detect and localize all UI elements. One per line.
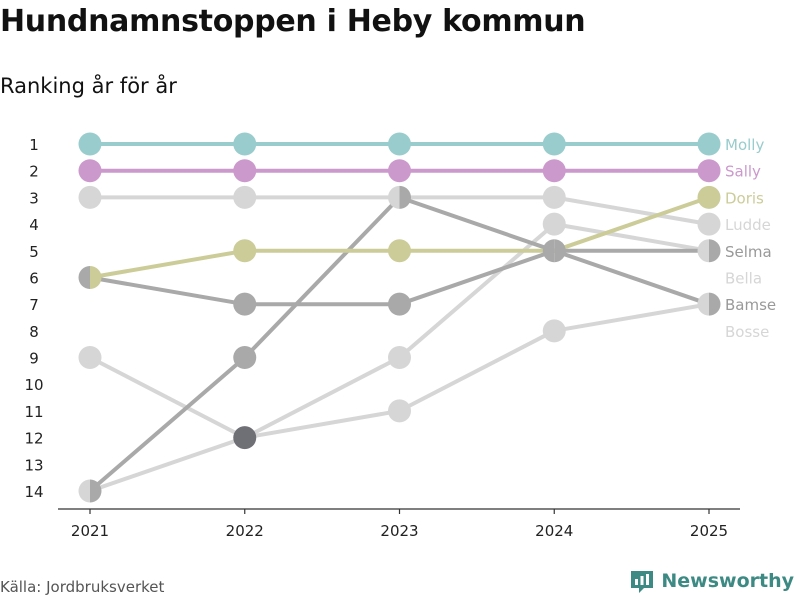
point-bosse	[542, 319, 566, 343]
x-tick-label: 2022	[226, 522, 264, 540]
point-molly	[233, 132, 257, 156]
y-tick-label: 14	[24, 483, 43, 501]
chart-title: Hundnamnstoppen i Heby kommun	[0, 4, 586, 39]
series-line-bosse	[88, 302, 711, 493]
y-tick-label: 2	[29, 163, 39, 181]
series-label-sally: Sally	[725, 163, 761, 181]
point-selma	[709, 239, 721, 263]
y-tick-label: 4	[29, 216, 39, 234]
brand-logo: Newsworthy	[629, 568, 794, 594]
point-bosse	[78, 479, 90, 503]
y-tick-label: 6	[29, 269, 39, 287]
newsworthy-logo-icon	[631, 571, 654, 593]
point-bella	[697, 239, 709, 263]
point-bamse	[90, 479, 102, 503]
point-ludde	[697, 212, 721, 236]
x-tick-label: 2024	[535, 522, 573, 540]
y-tick-label: 9	[29, 350, 39, 368]
point-bella	[388, 346, 411, 370]
point-bamse	[709, 292, 721, 316]
series-points	[78, 132, 721, 503]
point-ludde	[233, 185, 257, 209]
series-label-bosse: Bosse	[725, 323, 769, 341]
point-ludde	[78, 185, 102, 209]
series-label-selma: Selma	[725, 243, 772, 261]
point-selma	[233, 292, 257, 316]
point-bosse	[697, 292, 709, 316]
y-tick-label: 7	[29, 296, 39, 314]
point-bella	[78, 346, 102, 370]
x-axis: 2021 2022 2023 2024 2025	[58, 508, 740, 540]
x-tick-label: 2021	[71, 522, 109, 540]
point-molly	[542, 132, 566, 156]
chart-subtitle: Ranking år för år	[0, 74, 177, 98]
point-sally	[233, 159, 257, 183]
point-ludde	[388, 185, 400, 209]
series-label-bella: Bella	[725, 269, 762, 287]
point-sally	[388, 159, 411, 183]
y-tick-label: 13	[24, 456, 43, 474]
x-tick-label: 2023	[380, 522, 418, 540]
point-sally	[542, 159, 566, 183]
point-sally	[697, 159, 721, 183]
series-label-ludde: Ludde	[725, 216, 771, 234]
y-tick-label: 12	[24, 430, 43, 448]
point-molly	[388, 132, 411, 156]
y-tick-label: 11	[24, 403, 43, 421]
point-bosse	[388, 399, 411, 423]
point-bella	[542, 212, 566, 236]
series-label-doris: Doris	[725, 189, 764, 207]
point-selma	[388, 292, 411, 316]
y-tick-label: 3	[29, 189, 39, 207]
point-doris	[388, 239, 411, 263]
y-tick-label: 5	[29, 243, 39, 261]
series-label-molly: Molly	[725, 136, 764, 154]
point-selma	[542, 239, 555, 263]
point-molly	[697, 132, 721, 156]
point-overlap	[233, 426, 257, 450]
source-note: Källa: Jordbruksverket	[0, 578, 165, 596]
point-bamse	[233, 346, 257, 370]
point-sally	[78, 159, 102, 183]
x-tick-label: 2025	[690, 522, 728, 540]
y-tick-label: 8	[29, 323, 39, 341]
brand-name: Newsworthy	[661, 570, 794, 592]
y-tick-label: 1	[29, 136, 39, 154]
point-ludde	[542, 185, 566, 209]
point-selma	[78, 265, 90, 289]
point-doris	[697, 185, 721, 209]
y-tick-label: 10	[24, 376, 43, 394]
point-doris	[90, 265, 102, 289]
point-doris	[233, 239, 257, 263]
point-molly	[78, 132, 102, 156]
series-label-bamse: Bamse	[725, 296, 776, 314]
point-bamse	[554, 239, 566, 263]
point-bamse	[399, 185, 412, 209]
end-labels: Molly Sally Doris Ludde Selma Bella Bamse Bosse	[725, 136, 776, 341]
